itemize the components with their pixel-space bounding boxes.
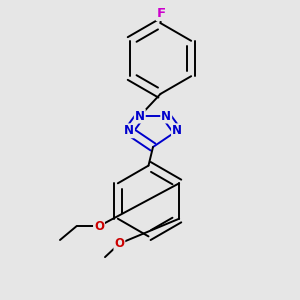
Text: N: N	[135, 110, 145, 122]
Text: F: F	[157, 7, 166, 20]
Text: O: O	[114, 237, 124, 250]
Text: O: O	[94, 220, 104, 233]
Text: N: N	[172, 124, 182, 137]
Text: N: N	[124, 124, 134, 137]
Text: N: N	[161, 110, 171, 122]
